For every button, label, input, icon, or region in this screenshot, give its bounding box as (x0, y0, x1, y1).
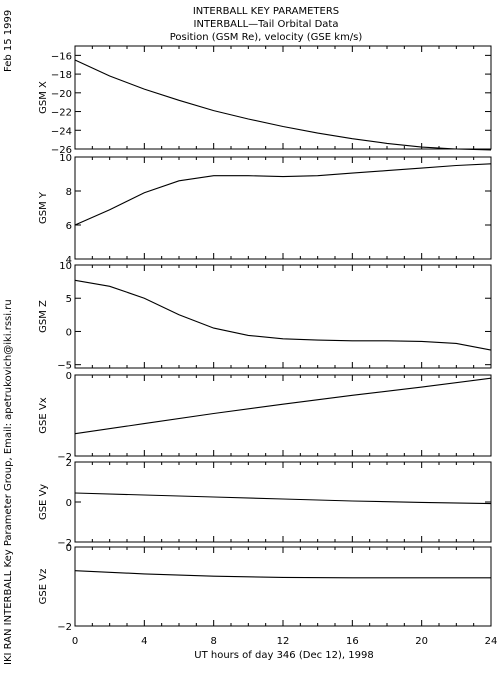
y-axis-label: GSM Y (38, 191, 49, 224)
x-tick-label: 8 (210, 636, 216, 647)
y-axis-label: GSE Vz (38, 569, 49, 605)
side-credit: IKI RAN INTERBALL Key Parameter Group, E… (3, 299, 14, 665)
series-line-gse-vy (74, 492, 492, 505)
x-tick-label: 20 (415, 636, 428, 647)
y-axis-label: GSE Vx (38, 397, 49, 433)
panel-gse-vy: 2 0 −2 GSE Vy (38, 458, 492, 549)
y-tick-label: −5 (57, 361, 72, 372)
series-line-gse-vz (74, 570, 491, 579)
x-axis-label: UT hours of day 346 (Dec 12), 1998 (194, 650, 373, 661)
series-line-gse-vx (74, 377, 492, 435)
y-tick-label: 10 (59, 153, 72, 164)
y-tick-label: 0 (66, 371, 72, 382)
title-line-1: INTERBALL KEY PARAMETERS (193, 6, 339, 17)
y-tick-label: −2 (57, 452, 72, 463)
y-tick-label: −16 (51, 51, 72, 62)
y-axis-label: GSM Z (38, 300, 49, 333)
x-tick-label: 12 (277, 636, 290, 647)
panel-gse-vz: 0 −2 GSE Vz (38, 543, 492, 633)
x-tick-label: 16 (346, 636, 359, 647)
y-axis-label: GSM X (38, 81, 49, 114)
panel-frame (74, 374, 492, 457)
y-tick-label: 0 (66, 498, 72, 509)
series-line-gsm-z (74, 279, 492, 351)
y-tick-label: 8 (66, 187, 72, 198)
y-tick-label: 0 (66, 543, 72, 554)
series-line-gsm-x (74, 59, 492, 151)
panel-gsm-z: 10 5 0 −5 GSM Z (38, 261, 492, 372)
y-tick-label: −2 (57, 622, 72, 633)
panel-gsm-x: −16 −18 −20 −22 −24 −26 GSM X (38, 45, 492, 156)
panel-frame (74, 156, 492, 260)
x-tick-label: 4 (141, 636, 147, 647)
y-tick-label: −24 (51, 126, 72, 137)
x-axis: 0 4 8 12 16 20 24 (72, 636, 498, 647)
title-line-3: Position (GSM Re), velocity (GSE km/s) (170, 32, 363, 43)
panel-frame (74, 264, 492, 369)
y-tick-label: −18 (51, 70, 72, 81)
panel-frame (74, 546, 492, 627)
y-tick-label: −2 (57, 538, 72, 549)
y-tick-label: −22 (51, 108, 72, 119)
y-tick-label: 5 (66, 294, 72, 305)
y-tick-label: 10 (59, 261, 72, 272)
y-axis-label: GSE Vy (38, 484, 49, 520)
side-date: Feb 15 1999 (3, 10, 14, 72)
y-tick-label: 2 (66, 458, 72, 469)
y-tick-label: 0 (66, 327, 72, 338)
series-line-gsm-y (74, 163, 492, 226)
panel-frame (74, 45, 492, 150)
x-tick-label: 0 (72, 636, 78, 647)
y-tick-label: 4 (66, 255, 72, 266)
x-tick-label: 24 (485, 636, 498, 647)
y-tick-label: −20 (51, 89, 72, 100)
y-tick-label: −26 (51, 145, 72, 156)
panel-gsm-y: 10 8 6 4 GSM Y (38, 153, 492, 266)
panel-gse-vx: 0 −2 GSE Vx (38, 371, 492, 463)
y-tick-label: 6 (66, 221, 72, 232)
title-line-2: INTERBALL—Tail Orbital Data (194, 19, 339, 30)
